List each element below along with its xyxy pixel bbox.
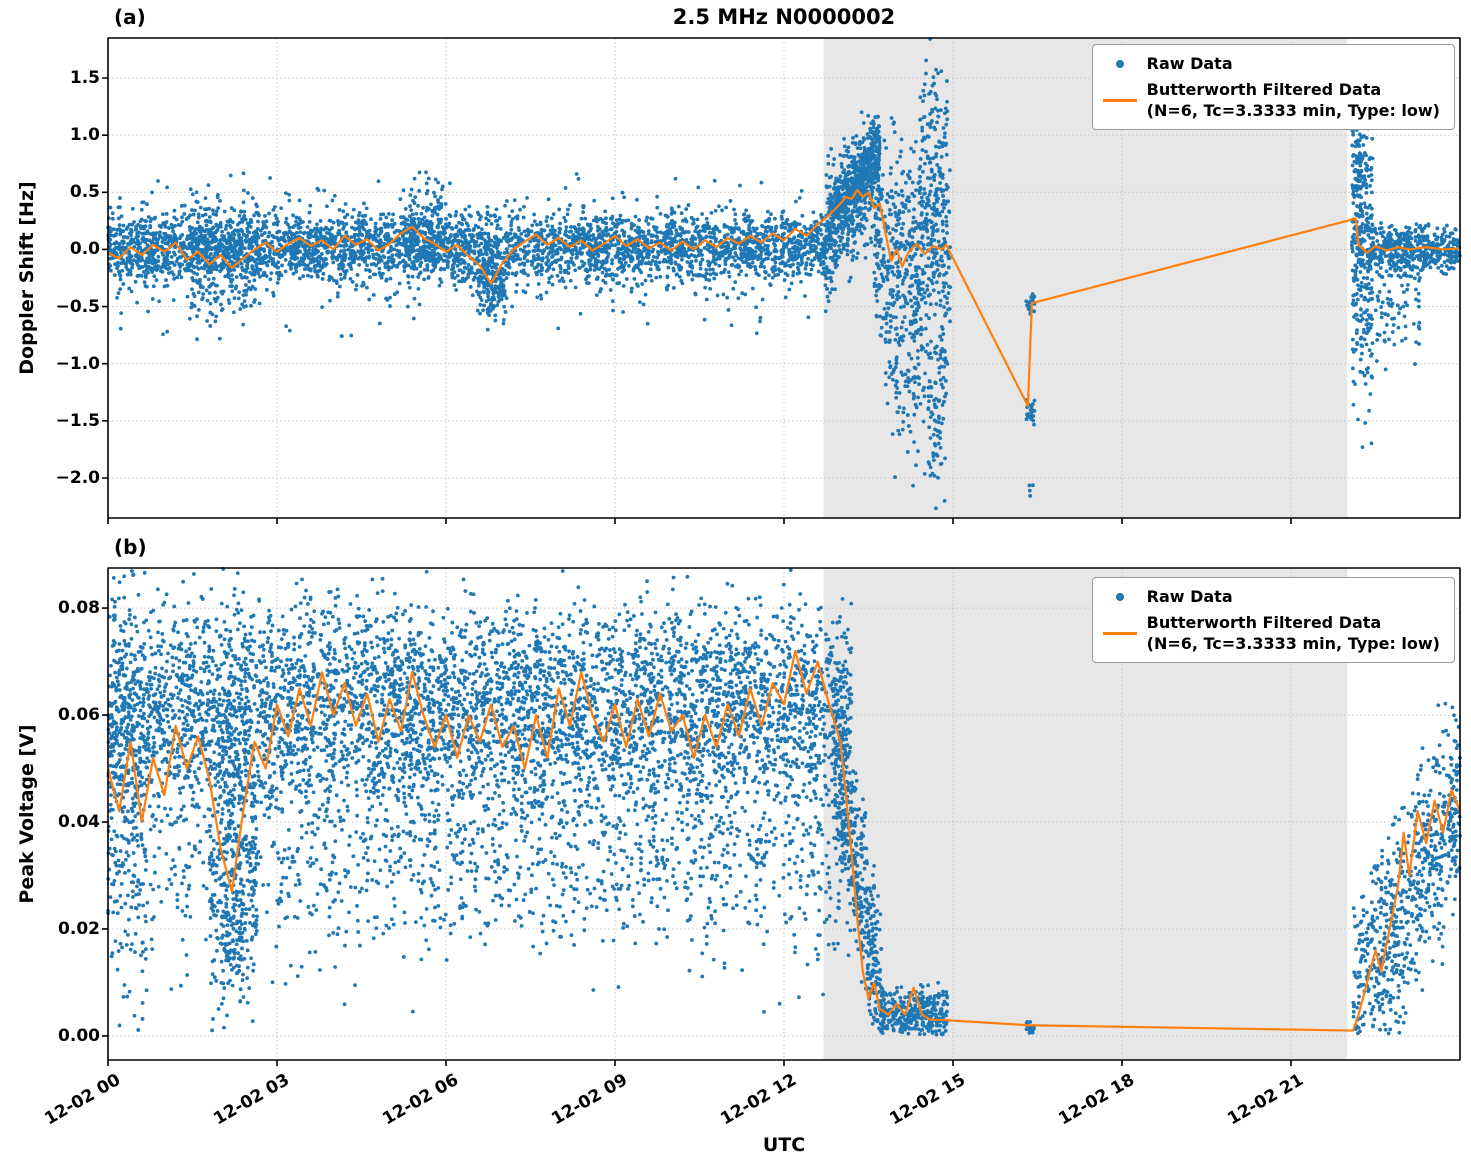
filtered-line-icon	[1102, 98, 1137, 102]
panel-label-b: (b)	[114, 535, 147, 559]
y-tick-label: 1.0	[69, 125, 100, 146]
y-tick-label: 0.0	[69, 239, 100, 260]
raw-data-marker	[1103, 59, 1137, 68]
y-tick-label: 0.02	[58, 918, 100, 939]
y-tick-label: 0.06	[58, 705, 100, 726]
legend-entry-raw: Raw Data	[1103, 586, 1440, 607]
y-tick-label: 1.5	[69, 68, 100, 88]
legend-panel-b: Raw Data Butterworth Filtered Data (N=6,…	[1091, 577, 1455, 663]
legend-filtered-label-line2: (N=6, Tc=3.3333 min, Type: low)	[1146, 101, 1440, 120]
y-axis-label-doppler: Doppler Shift [Hz]	[16, 181, 38, 375]
y-tick-label: 0.08	[58, 598, 100, 619]
raw-data-marker	[1103, 592, 1137, 601]
filtered-line-icon	[1102, 631, 1137, 635]
y-tick-label: 0.00	[58, 1025, 100, 1046]
legend-raw-label: Raw Data	[1146, 54, 1233, 73]
raw-dot-icon	[1115, 59, 1124, 68]
legend-entry-filtered: Butterworth Filtered Data (N=6, Tc=3.333…	[1102, 79, 1440, 121]
figure-title: 2.5 MHz N0000002	[672, 5, 896, 29]
legend-entry-raw: Raw Data	[1103, 53, 1440, 74]
legend-raw-label: Raw Data	[1146, 587, 1233, 606]
filtered-line-marker	[1102, 631, 1137, 635]
y-tick-label: 0.5	[69, 182, 100, 203]
legend-filtered-label-line1: Butterworth Filtered Data	[1146, 613, 1382, 632]
legend-filtered-label-line1: Butterworth Filtered Data	[1146, 80, 1382, 99]
y-tick-label: −1.0	[55, 353, 100, 374]
y-tick-label: −1.5	[55, 410, 100, 431]
y-tick-label: 0.04	[58, 812, 100, 833]
legend-entry-filtered: Butterworth Filtered Data (N=6, Tc=3.333…	[1102, 612, 1440, 654]
panel-label-a: (a)	[114, 5, 146, 29]
y-tick-label: −0.5	[55, 296, 100, 317]
x-axis-label: UTC	[762, 1134, 806, 1156]
y-tick-label: −2.0	[55, 468, 100, 488]
legend-filtered-label: Butterworth Filtered Data (N=6, Tc=3.333…	[1147, 612, 1440, 654]
legend-filtered-label: Butterworth Filtered Data (N=6, Tc=3.333…	[1147, 79, 1440, 121]
legend-filtered-label-line2: (N=6, Tc=3.3333 min, Type: low)	[1146, 634, 1440, 653]
filtered-line-marker	[1102, 98, 1137, 102]
raw-dot-icon	[1115, 592, 1124, 601]
legend-panel-a: Raw Data Butterworth Filtered Data (N=6,…	[1091, 44, 1455, 130]
